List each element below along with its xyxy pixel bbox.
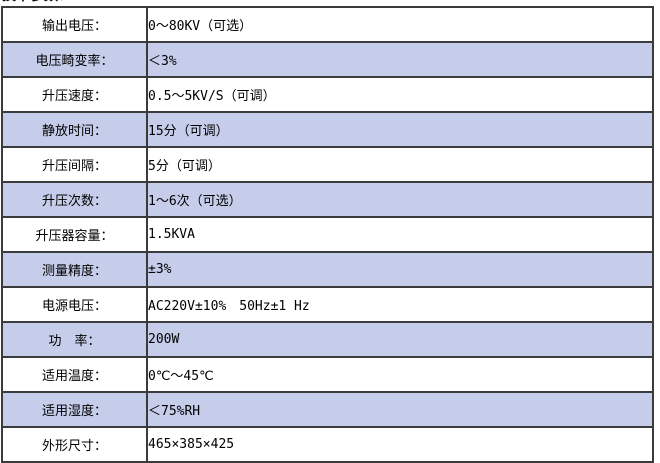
table-row: 测量精度： ±3% [1, 251, 654, 288]
spec-value-cell: 5分（可调） [146, 146, 654, 183]
spec-value-cell: 465×385×425 [146, 426, 654, 463]
spec-label-cell: 功 率： [1, 321, 148, 358]
spec-value-cell: ±3% [146, 251, 654, 288]
spec-value-cell: 0～80KV（可选） [146, 6, 654, 43]
spec-value-cell: 1～6次（可选） [146, 181, 654, 218]
spec-label-cell: 测量精度： [1, 251, 148, 288]
spec-label-cell: 升压器容量： [1, 216, 148, 253]
table-row: 适用湿度： ＜75%RH [1, 391, 654, 428]
spec-label-cell: 升压速度： [1, 76, 148, 113]
table-row: 电源电压： AC220V±10% 50Hz±1 Hz [1, 286, 654, 323]
spec-label-cell: 适用温度： [1, 356, 148, 393]
spec-value-cell: AC220V±10% 50Hz±1 Hz [146, 286, 654, 323]
table-row: 外形尺寸： 465×385×425 [1, 426, 654, 463]
page-heading-clipped: 技术参数： [2, 0, 72, 3]
spec-value-cell: ＜3% [146, 41, 654, 78]
spec-label-cell: 静放时间： [1, 111, 148, 148]
table-row: 升压次数： 1～6次（可选） [1, 181, 654, 218]
specifications-table: 输出电压： 0～80KV（可选） 电压畸变率： ＜3% 升压速度： 0.5～5KV/S（可… [1, 6, 654, 463]
spec-label-cell: 升压间隔： [1, 146, 148, 183]
spec-label-cell: 升压次数： [1, 181, 148, 218]
spec-value-cell: ＜75%RH [146, 391, 654, 428]
table-row: 适用温度： 0℃～45℃ [1, 356, 654, 393]
specifications-table-body: 输出电压： 0～80KV（可选） 电压畸变率： ＜3% 升压速度： 0.5～5KV/S（可… [1, 6, 654, 463]
specifications-table-container: 输出电压： 0～80KV（可选） 电压畸变率： ＜3% 升压速度： 0.5～5KV/S（可… [1, 6, 654, 463]
table-row: 静放时间： 15分（可调） [1, 111, 654, 148]
table-row: 升压间隔： 5分（可调） [1, 146, 654, 183]
table-row: 升压器容量： 1.5KVA [1, 216, 654, 253]
spec-label-cell: 适用湿度： [1, 391, 148, 428]
spec-value-cell: 15分（可调） [146, 111, 654, 148]
table-row: 功 率： 200W [1, 321, 654, 358]
spec-value-cell: 0℃～45℃ [146, 356, 654, 393]
spec-label-cell: 电压畸变率： [1, 41, 148, 78]
spec-label-cell: 电源电压： [1, 286, 148, 323]
spec-label-cell: 外形尺寸： [1, 426, 148, 463]
spec-label-cell: 输出电压： [1, 6, 148, 43]
spec-value-cell: 0.5～5KV/S（可调） [146, 76, 654, 113]
spec-value-cell: 200W [146, 321, 654, 358]
table-row: 输出电压： 0～80KV（可选） [1, 6, 654, 43]
spec-value-cell: 1.5KVA [146, 216, 654, 253]
table-row: 电压畸变率： ＜3% [1, 41, 654, 78]
table-row: 升压速度： 0.5～5KV/S（可调） [1, 76, 654, 113]
